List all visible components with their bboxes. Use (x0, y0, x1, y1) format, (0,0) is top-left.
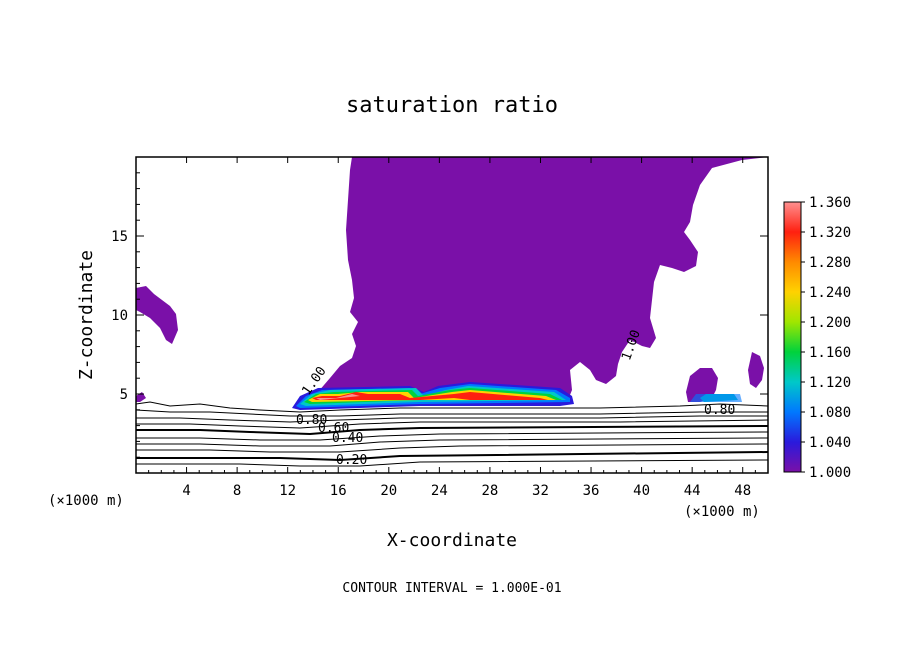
x-tick-label: 40 (633, 483, 650, 499)
colorbar-tick-label: 1.000 (809, 465, 851, 481)
x-tick-label: 20 (380, 483, 397, 499)
contour-label: 0.20 (336, 453, 367, 468)
x-unit-label-left: (×1000 m) (48, 493, 124, 509)
contour-label: 0.60 (318, 421, 349, 436)
y-tick-label: 10 (111, 308, 128, 324)
colorbar-tick-label: 1.160 (809, 345, 851, 361)
contour-lines (135, 401, 769, 467)
x-tick-label: 44 (684, 483, 701, 499)
x-tick-label: 4 (182, 483, 190, 499)
saturated-region-right-low (686, 368, 718, 402)
contour-label: 0.40 (332, 431, 363, 446)
x-tick-label: 48 (734, 483, 751, 499)
x-tick-label: 16 (330, 483, 347, 499)
colorbar-tick-label: 1.240 (809, 285, 851, 301)
contour-label: 0.80 (296, 413, 327, 428)
contour-label: 0.80 (704, 403, 735, 418)
x-tick-label: 12 (279, 483, 296, 499)
x-axis-title: X-coordinate (387, 530, 517, 551)
saturated-region-left-upper (136, 286, 178, 344)
colorbar-tick-label: 1.120 (809, 375, 851, 391)
y-tick-label: 15 (111, 229, 128, 245)
plot-area: 1.00 0.80 0.60 0.40 0.20 1.00 0.80 (135, 156, 769, 474)
x-tick-label: 8 (233, 483, 241, 499)
x-tick-label: 24 (431, 483, 448, 499)
colorbar-tick-label: 1.200 (809, 315, 851, 331)
x-tick-label: 32 (532, 483, 549, 499)
saturated-region-main (318, 157, 768, 402)
x-unit-label-right: (×1000 m) (684, 504, 760, 520)
colorbar-tick-label: 1.360 (809, 195, 851, 211)
x-axis: 4 8 12 16 20 24 28 32 36 40 44 48 (148, 157, 756, 499)
colorbar: 1.360 1.320 1.280 1.240 1.200 1.160 1.120 1.080… (783, 195, 851, 481)
saturated-region-right-blob (748, 352, 764, 388)
contour-interval-note: CONTOUR INTERVAL = 1.000E-01 (342, 581, 561, 596)
colorbar-tick-label: 1.320 (809, 225, 851, 241)
supersaturation-cores (292, 382, 742, 410)
x-tick-label: 28 (481, 483, 498, 499)
colorbar-tick-label: 1.040 (809, 435, 851, 451)
chart-title: saturation ratio (346, 93, 558, 118)
x-tick-label: 36 (583, 483, 600, 499)
y-tick-label: 5 (120, 387, 128, 403)
y-axis-title: Z-coordinate (76, 250, 97, 380)
colorbar-tick-label: 1.080 (809, 405, 851, 421)
colorbar-tick-label: 1.280 (809, 255, 851, 271)
y-axis: 5 10 15 (111, 172, 768, 458)
colorbar-gradient (783, 201, 802, 473)
